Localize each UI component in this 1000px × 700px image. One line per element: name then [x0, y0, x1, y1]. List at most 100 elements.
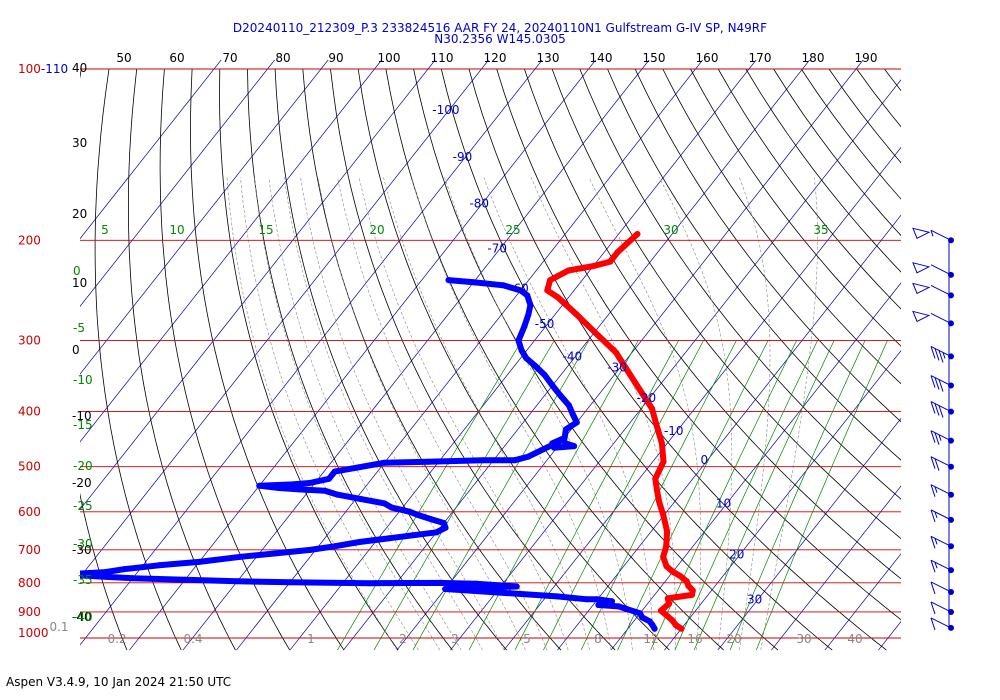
dry-adiabat-line: [80, 68, 128, 651]
wind-barb-shaft: [930, 559, 952, 571]
dewpoint-point: [470, 279, 477, 286]
isotherm-line: [557, 214, 901, 651]
moist-adiabat-line: [659, 177, 733, 651]
temperature-point: [565, 267, 572, 274]
dewpoint-point: [156, 562, 162, 569]
wind-barb-shaft: [930, 401, 952, 413]
wind-barb-flag: [912, 227, 931, 239]
dewpoint-point: [525, 453, 532, 460]
dry-adiabat-label: 0: [72, 343, 80, 357]
top-scale-label: 50: [116, 51, 131, 65]
temperature-point: [656, 498, 662, 505]
dewpoint-point: [425, 458, 432, 465]
temperature-point: [658, 440, 665, 447]
wind-barb-feather: [934, 458, 940, 471]
dewpoint-point: [560, 436, 567, 443]
temperature-point: [669, 568, 676, 575]
wind-barb-shaft: [930, 456, 952, 468]
dewpoint-point: [517, 287, 524, 294]
wind-barb-half-feather: [934, 562, 938, 569]
isotherm-line: [664, 350, 901, 651]
mixing-ratio-label: -25: [73, 499, 93, 513]
wind-barb-feather: [930, 346, 936, 359]
dewpoint-point: [427, 516, 434, 523]
dry-adiabat-label: -10: [72, 409, 92, 423]
isotherm-label: -80: [469, 196, 489, 210]
bottom-scale-label: 16: [687, 632, 702, 646]
moist-adiabat-line: [240, 177, 419, 651]
dewpoint-point: [473, 580, 480, 587]
dewpoint-point: [551, 444, 558, 451]
dewpoint-point: [524, 292, 531, 299]
dry-adiabat-line: [496, 68, 901, 621]
dewpoint-point: [366, 580, 373, 587]
wind-barb-shaft: [930, 617, 952, 629]
temperature-point: [685, 582, 692, 589]
dewpoint-point: [331, 468, 338, 475]
bottom-scale-label: 0.1: [49, 620, 68, 634]
temperature-point: [591, 329, 598, 336]
mixing-ratio-label: -30: [73, 537, 93, 551]
dry-adiabat-line: [662, 68, 901, 385]
moist-adiabat-label: 25: [505, 223, 520, 237]
temperature-point: [639, 390, 646, 397]
wind-barb-feather: [930, 581, 936, 595]
dewpoint-point: [58, 571, 64, 577]
dewpoint-point: [442, 524, 449, 531]
temperature-point: [554, 294, 561, 301]
isotherm-line: [80, 60, 383, 443]
dewpoint-point: [518, 347, 525, 354]
pressure-label: 900: [18, 605, 41, 619]
wind-barb-feather: [930, 456, 936, 469]
dewpoint-point: [436, 579, 443, 586]
temperature-point: [627, 372, 634, 378]
isotherm-line: [80, 60, 436, 511]
bottom-scale-label: 3: [451, 632, 459, 646]
dewpoint-point: [358, 496, 365, 503]
temperature-point: [652, 475, 659, 482]
dry-adiabat-line: [856, 68, 901, 128]
temperature-point: [660, 553, 667, 560]
temperature-point: [653, 420, 660, 427]
top-scale-label: 140: [590, 51, 613, 65]
moist-adiabat-label: 10: [169, 223, 184, 237]
wind-barb-shaft: [930, 229, 952, 241]
wind-barb-shaft: [930, 509, 952, 521]
temperature-point: [649, 405, 655, 412]
pressure-label: 200: [18, 233, 41, 247]
mixing-ratio-label: 0: [73, 264, 81, 278]
moist-adiabat-label: 20: [369, 223, 384, 237]
dry-adiabat-line: [190, 68, 345, 651]
wind-barb-shaft: [930, 264, 952, 276]
moist-adiabat-line: [283, 177, 483, 651]
dry-adiabat-line: [128, 68, 236, 651]
dry-adiabat-label: -20: [72, 476, 92, 490]
wind-barb-feather: [930, 509, 936, 523]
dewpoint-point: [445, 277, 452, 284]
wind-barb-feather: [930, 601, 936, 615]
dry-adiabat-line: [274, 68, 508, 651]
dewpoint-point: [651, 625, 658, 632]
dewpoint-point: [272, 550, 279, 557]
wind-barb-feather: [930, 617, 936, 631]
temperature-point: [689, 591, 695, 598]
dewpoint-point: [583, 596, 590, 603]
dewpoint-point: [573, 419, 580, 426]
bottom-scale-label: 2: [399, 632, 407, 646]
temperature-point: [660, 512, 667, 519]
mixing-ratio-line: [580, 340, 737, 651]
dry-adiabat-line: [773, 68, 901, 237]
top-scale-label: 100: [378, 51, 401, 65]
temperature-point: [677, 573, 684, 579]
dewpoint-point: [562, 426, 569, 433]
mixing-ratio-label: -20: [73, 459, 93, 473]
mixing-ratio-label: -35: [73, 573, 93, 587]
isotherm-line: [129, 60, 597, 651]
dewpoint-point: [306, 480, 313, 486]
dewpoint-point: [433, 529, 440, 536]
dewpoint-point: [321, 487, 328, 494]
dewpoint-point: [442, 586, 449, 592]
bottom-scale-label: 20: [726, 632, 741, 646]
